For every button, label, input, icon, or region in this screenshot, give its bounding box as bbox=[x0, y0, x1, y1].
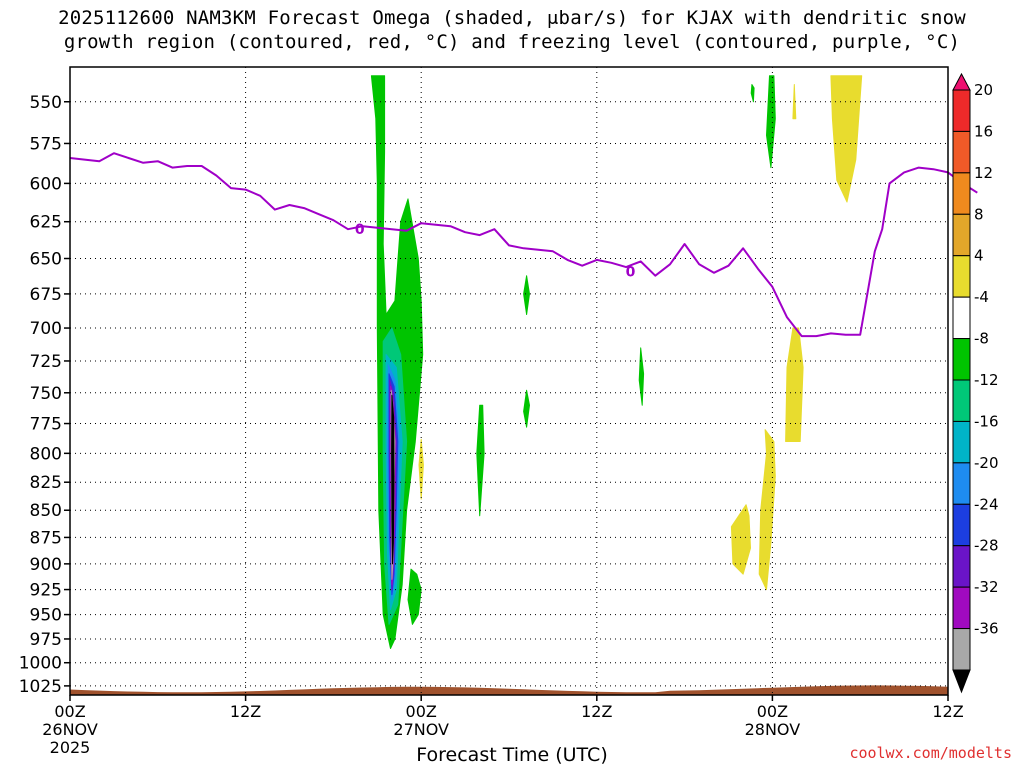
x-tick-label-0-1: 26NOV bbox=[42, 720, 98, 739]
omega-region-15 bbox=[750, 84, 755, 103]
colorbar-box-10 bbox=[952, 503, 971, 547]
omega-region-21 bbox=[730, 504, 751, 575]
colorbar-label-12: -32 bbox=[974, 578, 999, 596]
y-tick-label-750: 750 bbox=[30, 384, 62, 404]
colorbar-box-7 bbox=[952, 379, 971, 422]
colorbar-label-2: 12 bbox=[974, 164, 993, 182]
terrain bbox=[70, 685, 948, 695]
y-tick-label-775: 775 bbox=[30, 415, 62, 435]
omega-region-20 bbox=[758, 429, 776, 591]
freezing-level-label-0: 0 bbox=[355, 222, 365, 238]
freezing-level-label-1: 0 bbox=[626, 264, 636, 280]
colorbar-box-4 bbox=[952, 255, 971, 298]
omega-region-10 bbox=[418, 438, 424, 500]
x-axis-title: Forecast Time (UTC) bbox=[416, 744, 608, 766]
x-tick-label-48-0: 00Z bbox=[757, 702, 788, 721]
colorbar-label-10: -24 bbox=[974, 495, 999, 513]
y-tick-label-950: 950 bbox=[30, 606, 62, 626]
y-tick-label-650: 650 bbox=[30, 250, 62, 270]
colorbar-box-5 bbox=[952, 296, 971, 340]
omega-region-11 bbox=[476, 404, 485, 517]
omega-region-18 bbox=[830, 75, 863, 203]
colorbar-label-5: -4 bbox=[974, 288, 989, 306]
y-axis: 550 575 600 625 650 675 700 725 750 775 800 825 850 8… bbox=[19, 93, 70, 697]
colorbar-label-4: 4 bbox=[974, 247, 984, 265]
colorbar-box-6 bbox=[952, 338, 971, 381]
chart-title-line-1: 2025112600 NAM3KM Forecast Omega (shaded… bbox=[58, 7, 966, 29]
y-tick-label-1000: 1000 bbox=[19, 654, 62, 674]
colorbar-label-8: -16 bbox=[974, 412, 999, 430]
colorbar-label-1: 16 bbox=[974, 122, 993, 140]
chart-title-line-2: growth region (contoured, red, °C) and f… bbox=[63, 31, 961, 53]
colorbar-label-7: -12 bbox=[974, 371, 999, 389]
colorbar-box-2 bbox=[952, 172, 971, 215]
colorbar-bottom-arrow bbox=[952, 669, 971, 694]
y-tick-label-700: 700 bbox=[30, 319, 62, 339]
omega-shading bbox=[370, 75, 863, 649]
omega-region-12 bbox=[523, 275, 530, 315]
y-tick-label-1025: 1025 bbox=[19, 677, 62, 697]
colorbar: 20 16 12 8 4 -4 -8 -12 -16 -20 -24 -28 -32 -36 bbox=[952, 72, 999, 694]
omega-region-9 bbox=[407, 568, 422, 625]
colorbar-label-13: -36 bbox=[974, 620, 999, 638]
y-tick-label-875: 875 bbox=[30, 528, 62, 548]
x-tick-label-60-0: 12Z bbox=[932, 702, 963, 721]
omega-region-16 bbox=[766, 75, 776, 169]
colorbar-label-6: -8 bbox=[974, 330, 989, 348]
colorbar-box-12 bbox=[952, 586, 971, 630]
plot-area bbox=[70, 67, 948, 695]
x-tick-label-24-1: 27NOV bbox=[393, 720, 449, 739]
colorbar-box-3 bbox=[952, 213, 971, 257]
colorbar-top-arrow bbox=[952, 72, 971, 91]
omega-region-13 bbox=[523, 389, 530, 428]
colorbar-box-8 bbox=[952, 420, 971, 464]
colorbar-box-13 bbox=[952, 628, 971, 671]
y-tick-label-550: 550 bbox=[30, 93, 62, 113]
x-tick-label-24-0: 00Z bbox=[406, 702, 437, 721]
plot-frame bbox=[69, 66, 949, 696]
colorbar-box-1 bbox=[952, 130, 971, 174]
y-tick-label-725: 725 bbox=[30, 352, 62, 372]
colorbar-label-0: 20 bbox=[974, 81, 993, 99]
colorbar-label-3: 8 bbox=[974, 205, 984, 223]
y-tick-label-600: 600 bbox=[30, 174, 62, 194]
y-tick-label-575: 575 bbox=[30, 134, 62, 154]
y-tick-label-825: 825 bbox=[30, 473, 62, 493]
y-tick-label-850: 850 bbox=[30, 501, 62, 521]
x-tick-label-0-0: 00Z bbox=[54, 702, 85, 721]
omega-region-14 bbox=[638, 347, 645, 406]
omega-region-8 bbox=[391, 394, 395, 565]
x-tick-label-48-1: 28NOV bbox=[745, 720, 801, 739]
y-tick-label-625: 625 bbox=[30, 213, 62, 233]
y-tick-label-925: 925 bbox=[30, 581, 62, 601]
y-tick-label-975: 975 bbox=[30, 630, 62, 650]
source-credit: coolwx.com/modelts bbox=[849, 744, 1012, 762]
x-tick-label-36-0: 12Z bbox=[581, 702, 612, 721]
colorbar-box-11 bbox=[952, 545, 971, 588]
y-tick-label-800: 800 bbox=[30, 444, 62, 464]
omega-region-19 bbox=[785, 327, 804, 442]
y-tick-label-900: 900 bbox=[30, 555, 62, 575]
colorbar-label-11: -28 bbox=[974, 537, 999, 555]
chart-title: 2025112600 NAM3KM Forecast Omega (shaded… bbox=[0, 6, 1024, 54]
colorbar-label-9: -20 bbox=[974, 454, 999, 472]
colorbar-box-0 bbox=[952, 89, 971, 132]
x-tick-label-12-0: 12Z bbox=[230, 702, 261, 721]
x-tick-label-0-2: 2025 bbox=[50, 738, 91, 757]
freezing-level-line bbox=[69, 152, 978, 338]
colorbar-box-9 bbox=[952, 462, 971, 505]
y-tick-label-675: 675 bbox=[30, 285, 62, 305]
